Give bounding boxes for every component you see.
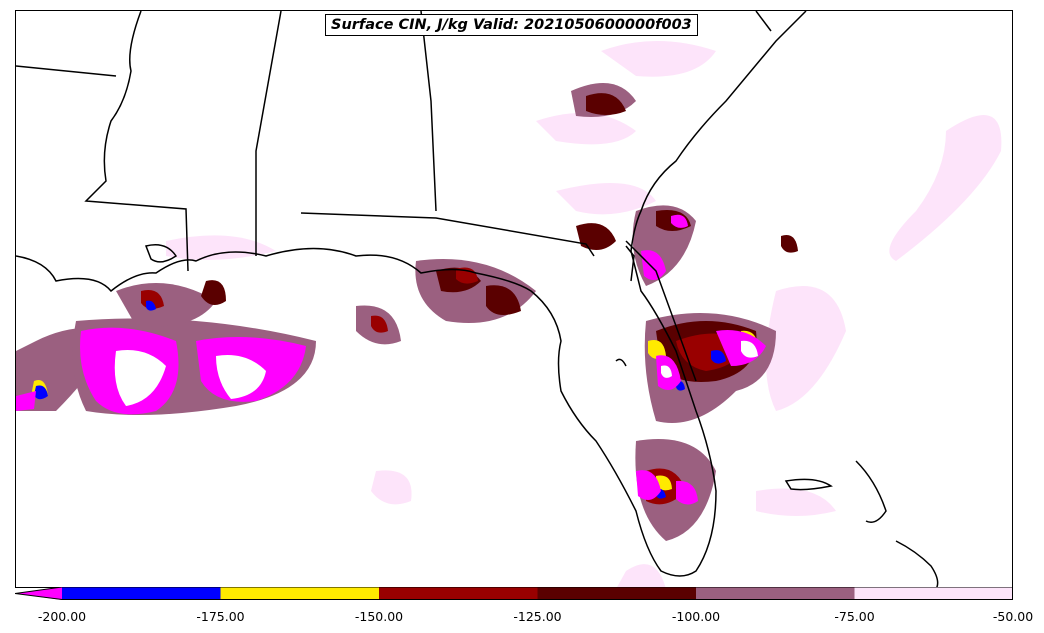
colorbar-outline <box>15 587 1013 600</box>
colorbar-tick-label: -100.00 <box>671 609 721 624</box>
colorbar-bin-5 <box>696 587 855 600</box>
colorbar <box>15 587 1013 600</box>
colorbar-tick-label: -50.00 <box>992 609 1034 624</box>
colorbar-bin-3 <box>379 587 538 600</box>
colorbar-bin-2 <box>220 587 379 600</box>
map-panel <box>15 10 1013 588</box>
colorbar-tick-label: -150.00 <box>354 609 404 624</box>
colorbar-bin-0 <box>15 587 62 600</box>
colorbar-bin-6 <box>854 587 1013 600</box>
colorbar-bin-1 <box>62 587 221 600</box>
colorbar-tick-label: -75.00 <box>834 609 875 624</box>
cin-white-holes <box>114 340 758 406</box>
colorbar-tick-label: -200.00 <box>37 609 87 624</box>
coastlines-and-borders <box>16 11 939 587</box>
map-title: Surface CIN, J/kg Valid: 2021050600000f0… <box>325 14 698 36</box>
cin-map <box>16 11 1002 587</box>
colorbar-tick-label: -175.00 <box>196 609 245 624</box>
cin-light-field <box>166 41 1002 587</box>
colorbar-bin-4 <box>537 587 696 600</box>
colorbar-tick-label: -125.00 <box>513 609 562 624</box>
